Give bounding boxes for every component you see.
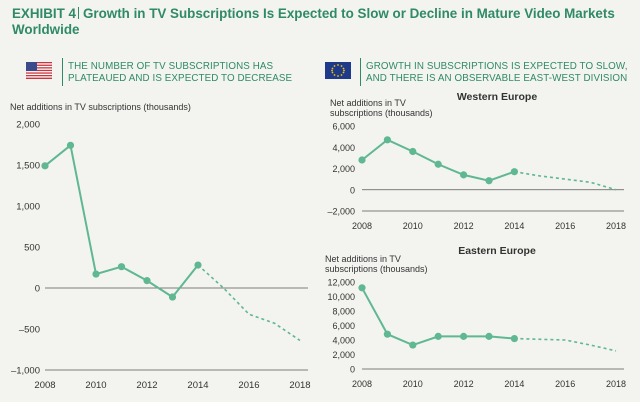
eastern-europe-ytick-label: 2,000 — [332, 350, 355, 360]
exhibit-title-text: Growth in TV Subscriptions Is Expected t… — [12, 6, 615, 37]
eastern-europe-ytick-label: 12,000 — [327, 278, 355, 288]
exhibit-title: EXHIBIT 4 Growth in TV Subscriptions Is E… — [12, 6, 632, 38]
western-europe-chart-title: Western Europe — [457, 91, 537, 103]
exhibit-number: EXHIBIT 4 — [12, 6, 76, 21]
us-data-point — [117, 263, 126, 271]
us-ylabel-line: Net additions in TV subscriptions (thous… — [10, 102, 191, 112]
us-ytick-label: 0 — [35, 284, 40, 295]
eastern-europe-chart-title: Eastern Europe — [458, 245, 536, 257]
western-europe-data-point — [409, 147, 417, 156]
eu-flag-icon — [325, 62, 351, 79]
eastern-europe-xtick-label: 2012 — [454, 379, 474, 389]
us-xtick-label: 2014 — [187, 380, 208, 391]
left-subhead-line2: PLATEAUED AND IS EXPECTED TO DECREASE — [68, 73, 293, 84]
eastern-europe-ylabel-line: subscriptions (thousands) — [325, 264, 428, 274]
right-subhead: GROWTH IN SUBSCRIPTIONS IS EXPECTED TO S… — [366, 61, 628, 85]
us-xtick-label: 2010 — [85, 380, 106, 391]
eastern-europe-ytick-label: 6,000 — [332, 321, 355, 331]
eastern-europe-ylabel-line: Net additions in TV — [325, 254, 401, 264]
eastern-europe-data-point — [409, 341, 417, 349]
us-ytick-label: 2,000 — [16, 120, 40, 131]
us-data-point — [41, 162, 49, 170]
eastern-europe-ytick-label: 8,000 — [332, 307, 355, 317]
us-ytick-label: –1,000 — [11, 366, 40, 377]
us-data-point — [143, 277, 151, 285]
us-ytick-label: 1,500 — [16, 161, 40, 172]
us-xtick-label: 2008 — [34, 380, 55, 391]
western-europe-actual-series-line — [361, 138, 515, 182]
eastern-europe-xtick-label: 2018 — [606, 379, 626, 389]
western-europe-ylabel-line: subscriptions (thousands) — [330, 108, 433, 118]
western-europe-ytick-label: 6,000 — [332, 122, 355, 132]
western-europe-xtick-label: 2012 — [454, 221, 474, 231]
western-europe-xtick-label: 2018 — [606, 221, 626, 231]
western-europe-data-point — [434, 160, 442, 168]
eastern-europe-xtick-label: 2008 — [352, 379, 372, 389]
western-europe-data-point — [485, 177, 493, 185]
western-europe-data-point — [358, 156, 366, 164]
western-europe-data-point — [383, 136, 391, 144]
us-ytick-label: –500 — [19, 325, 40, 336]
western-europe-ytick-label: 2,000 — [332, 164, 355, 174]
us-data-point — [66, 141, 75, 149]
eastern-europe-ytick-label: 10,000 — [327, 292, 355, 302]
western-europe-xtick-label: 2014 — [504, 221, 524, 231]
right-header-divider — [360, 58, 361, 86]
eastern-europe-data-point — [383, 330, 391, 338]
left-subhead: THE NUMBER OF TV SUBSCRIPTIONS HAS PLATE… — [68, 61, 292, 85]
eastern-europe-xtick-label: 2016 — [555, 379, 575, 389]
western-europe-ylabel-line: Net additions in TV — [330, 98, 406, 108]
eastern-europe-data-point — [460, 332, 468, 340]
us-data-point — [92, 270, 100, 278]
western-europe-data-point — [510, 168, 518, 176]
eastern-europe-data-point — [510, 334, 518, 343]
left-header-divider — [62, 58, 63, 86]
eastern-europe-ytick-label: 0 — [350, 365, 355, 375]
us-data-point — [194, 261, 202, 269]
eastern-europe-forecast-series-line — [514, 337, 617, 352]
eastern-europe-data-point — [358, 284, 366, 292]
eastern-europe-xtick-label: 2010 — [403, 379, 423, 389]
right-subhead-line2: AND THERE IS AN OBSERVABLE EAST-WEST DIV… — [366, 73, 628, 84]
us-ytick-label: 500 — [24, 243, 40, 254]
right-subhead-line1: GROWTH IN SUBSCRIPTIONS IS EXPECTED TO S… — [366, 61, 628, 72]
western-europe-data-point — [460, 171, 468, 179]
western-europe-xtick-label: 2010 — [403, 221, 423, 231]
western-europe-forecast-series-line — [514, 170, 617, 191]
title-divider — [78, 7, 79, 19]
left-subhead-line1: THE NUMBER OF TV SUBSCRIPTIONS HAS — [68, 61, 274, 72]
western-europe-xtick-label: 2016 — [555, 221, 575, 231]
us-data-point — [168, 293, 177, 301]
eastern-europe-ytick-label: 4,000 — [332, 336, 355, 346]
western-europe-ytick-label: 4,000 — [332, 143, 355, 153]
western-europe-ytick-label: 0 — [350, 185, 355, 195]
us-xtick-label: 2018 — [289, 380, 310, 391]
western-europe-xtick-label: 2008 — [352, 221, 372, 231]
us-flag-icon — [26, 62, 52, 79]
eastern-europe-xtick-label: 2014 — [504, 379, 524, 389]
us-xtick-label: 2012 — [136, 380, 157, 391]
us-xtick-label: 2016 — [238, 380, 259, 391]
western-europe-ytick-label: –2,000 — [327, 207, 355, 217]
us-forecast-series-line — [197, 264, 301, 342]
us-ytick-label: 1,000 — [16, 202, 40, 213]
us-actual-series-line — [44, 143, 199, 299]
eastern-europe-data-point — [434, 332, 442, 340]
eastern-europe-data-point — [485, 332, 493, 340]
